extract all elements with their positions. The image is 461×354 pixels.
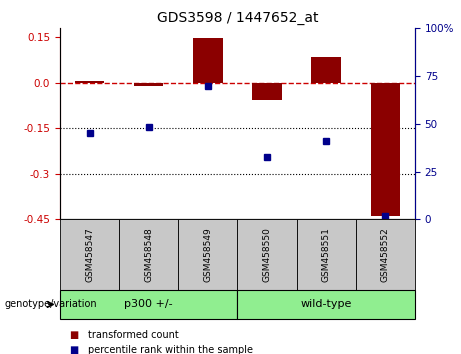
Bar [252,83,282,99]
Bar [60,290,237,319]
Bar [193,38,223,83]
Bar [134,83,164,86]
Text: transformed count: transformed count [88,330,178,339]
Text: GSM458547: GSM458547 [85,228,94,282]
Bar [75,81,104,83]
Text: GSM458551: GSM458551 [322,227,331,282]
Title: GDS3598 / 1447652_at: GDS3598 / 1447652_at [157,11,318,24]
Bar [119,219,178,290]
Bar [60,219,119,290]
Text: wild-type: wild-type [301,299,352,309]
Text: GSM458550: GSM458550 [262,227,272,282]
Text: GSM458548: GSM458548 [144,228,153,282]
Text: p300 +/-: p300 +/- [124,299,173,309]
Bar [237,219,296,290]
Text: genotype/variation: genotype/variation [5,299,97,309]
Bar [237,290,415,319]
Bar [356,219,415,290]
Text: ■: ■ [69,346,78,354]
Bar [311,57,341,83]
Bar [296,219,356,290]
Text: percentile rank within the sample: percentile rank within the sample [88,346,253,354]
Text: ■: ■ [69,330,78,339]
Bar [371,83,400,216]
Bar [178,219,237,290]
Text: GSM458552: GSM458552 [381,228,390,282]
Text: GSM458549: GSM458549 [203,228,213,282]
